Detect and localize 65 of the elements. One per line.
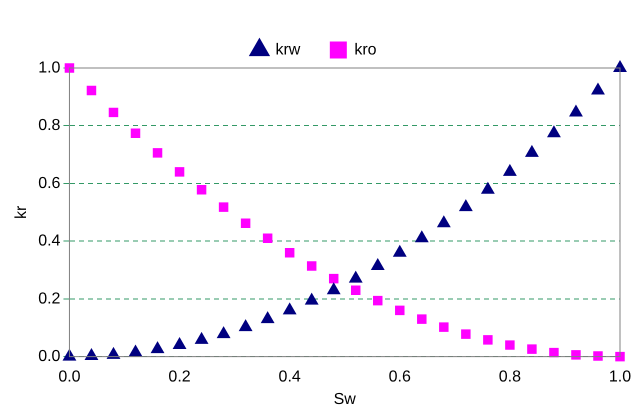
point — [505, 340, 515, 350]
y-axis-title: kr — [13, 204, 30, 219]
point — [239, 320, 252, 332]
x-tick-label: 0.0 — [58, 368, 81, 386]
point — [128, 345, 142, 357]
point — [461, 329, 471, 339]
point — [571, 350, 581, 360]
point — [328, 274, 338, 284]
point — [549, 348, 559, 358]
point — [613, 60, 627, 72]
x-tick-label: 0.6 — [388, 368, 411, 386]
point — [130, 128, 140, 138]
point — [306, 261, 316, 271]
point — [591, 83, 605, 95]
y-tick-label: 0.6 — [38, 174, 61, 192]
point — [503, 164, 516, 176]
point — [373, 296, 382, 306]
point — [437, 216, 450, 228]
y-tick-label: 0.4 — [38, 232, 61, 250]
point — [172, 338, 186, 350]
point — [261, 312, 274, 324]
point — [240, 218, 250, 228]
x-axis-title: Sw — [334, 390, 356, 408]
point — [152, 148, 162, 158]
point — [525, 145, 538, 157]
point — [481, 182, 494, 194]
point — [327, 282, 340, 294]
point — [218, 202, 228, 212]
point — [262, 234, 272, 244]
point — [393, 245, 406, 257]
point — [483, 335, 493, 345]
point — [459, 200, 472, 212]
point — [284, 248, 294, 258]
point — [196, 185, 206, 195]
legend-label: krw — [275, 41, 301, 58]
x-tick-label: 0.8 — [498, 368, 522, 386]
point — [62, 349, 76, 361]
x-tick-label: 0.4 — [278, 368, 301, 386]
point — [569, 104, 583, 116]
point — [305, 293, 318, 305]
y-tick-label: 0.2 — [38, 290, 61, 308]
point — [439, 322, 449, 332]
x-tick-label: 0.2 — [168, 368, 191, 386]
x-tick-label: 1.0 — [608, 368, 632, 386]
point — [395, 306, 405, 316]
point — [415, 230, 428, 242]
point — [350, 285, 360, 295]
point — [150, 342, 164, 354]
point — [195, 332, 208, 344]
point — [108, 108, 118, 118]
y-tick-label: 0.8 — [38, 117, 61, 134]
point — [371, 258, 384, 270]
point — [86, 86, 96, 96]
point — [593, 351, 603, 361]
point — [217, 326, 230, 338]
point — [527, 344, 537, 354]
y-tick-label: 0.0 — [38, 348, 61, 366]
point — [417, 314, 427, 324]
point — [349, 271, 362, 283]
y-tick-label: 1.0 — [38, 59, 61, 76]
point — [547, 126, 560, 138]
point — [283, 302, 296, 314]
point — [174, 167, 184, 177]
legend-label: kro — [354, 41, 377, 58]
point — [106, 347, 120, 359]
